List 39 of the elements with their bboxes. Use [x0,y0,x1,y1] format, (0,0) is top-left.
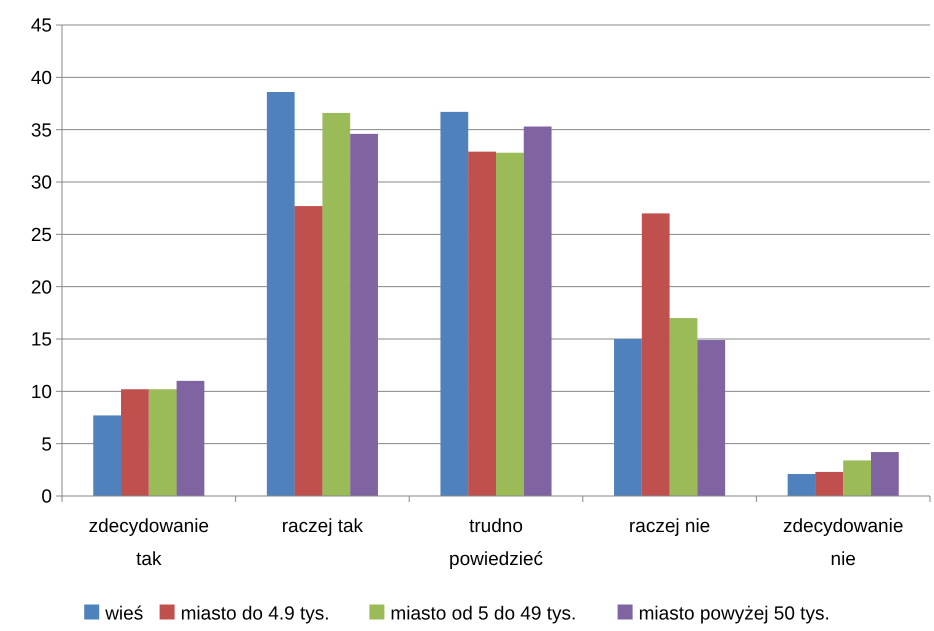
bar [93,415,122,496]
y-tick-label: 40 [30,68,52,89]
bar [468,152,496,496]
bar [614,339,642,496]
bar [670,318,698,496]
legend-label: miasto do 4.9 tys. [180,604,330,625]
bar [642,213,670,496]
bar [440,112,468,496]
legend-label: wieś [104,604,144,625]
y-tick-label: 0 [41,486,52,508]
x-tick-label: trudno powiedzieć [449,516,543,570]
x-tick-label: zdecydowanie tak [88,516,210,570]
y-tick-label: 15 [30,330,52,351]
y-tick-label: 30 [30,172,52,194]
y-tick-label: 35 [30,120,52,142]
y-tick-label: 45 [30,16,52,37]
x-tick-label: raczej nie [628,516,710,537]
bar [266,92,295,496]
bar [496,152,524,496]
bar [294,206,322,496]
bar [148,389,177,496]
y-tick-label: 20 [30,277,52,298]
y-tick-label: 5 [41,434,52,456]
x-tick-label: zdecydowanie nie [782,516,904,570]
bar [524,126,552,496]
y-tick-label: 25 [30,224,52,246]
bar [843,460,871,496]
bar [697,340,726,496]
bar [121,389,149,496]
bar [870,452,899,496]
bar [176,380,204,496]
x-tick-label: raczej tak [282,516,364,537]
legend-label: miasto powyżej 50 tys. [638,604,830,625]
bar [322,112,350,496]
y-tick-label: 10 [30,382,52,403]
legend-label: miasto od 5 do 49 tys. [390,604,576,625]
bar [350,134,378,496]
bar [788,474,816,496]
bar [815,472,844,496]
